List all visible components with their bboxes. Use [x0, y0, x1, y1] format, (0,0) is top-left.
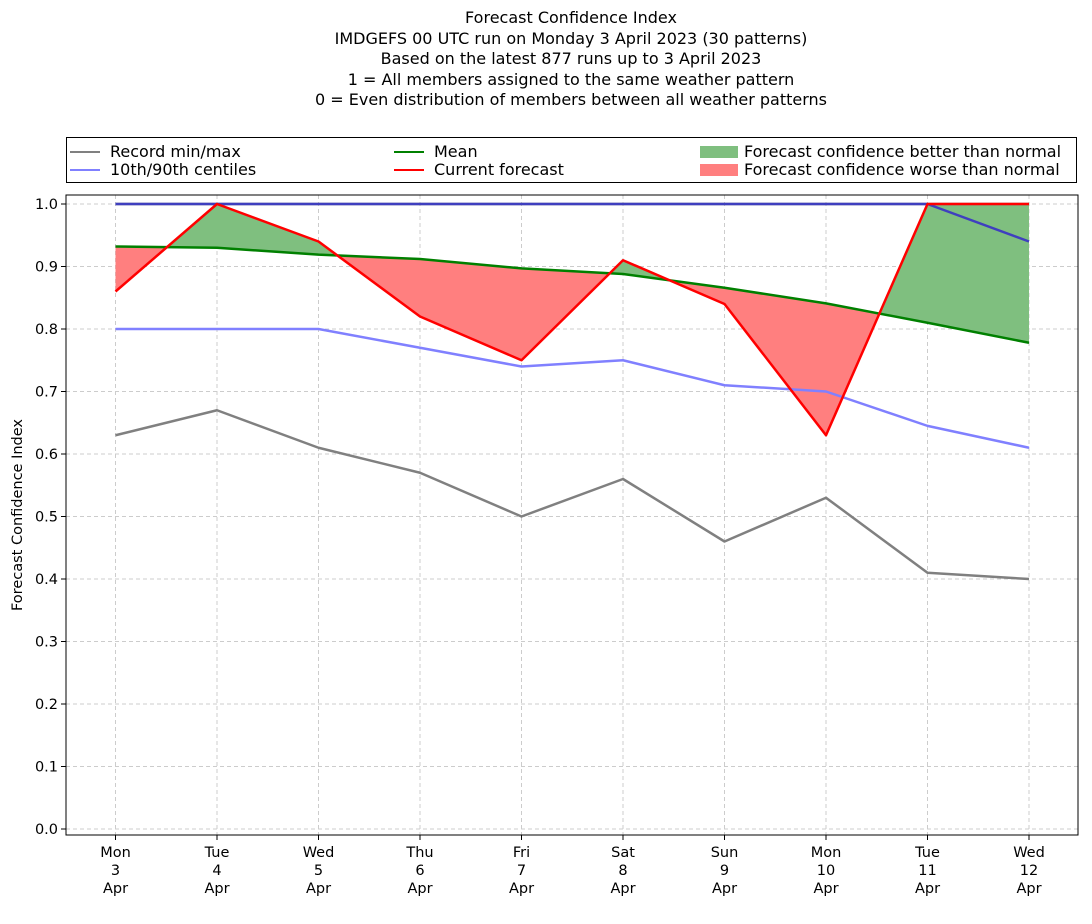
legend-item-worse: Forecast confidence worse than normal	[700, 161, 1060, 179]
y-tick-label: 0.8	[35, 322, 58, 338]
legend-swatch-record	[70, 151, 100, 153]
y-axis-label: Forecast Confidence Index	[10, 419, 26, 611]
y-tick-label: 0.4	[35, 572, 58, 588]
plot-frame	[65, 194, 1079, 836]
y-tick-label: 1.0	[35, 197, 58, 213]
legend: Record min/max 10th/90th centiles Mean C…	[66, 137, 1077, 183]
x-tick-label: Apr	[712, 881, 737, 897]
legend-item-current: Current forecast	[394, 161, 564, 179]
series-90th-centile	[115, 202, 1030, 243]
series-current-forecast	[114, 202, 1029, 437]
x-tick-label: Sun	[711, 845, 739, 861]
x-tick-label: 3	[111, 863, 120, 879]
x-tick-label: Apr	[1016, 881, 1041, 897]
fill-worse-than-normal	[724, 287, 826, 436]
x-tick-label: Apr	[103, 881, 128, 897]
x-tick-label: 9	[720, 863, 729, 879]
legend-item-record: Record min/max	[70, 143, 241, 161]
fill-worse-than-normal	[420, 259, 522, 361]
fill-better-than-normal	[927, 204, 1029, 343]
x-tick-label: Apr	[915, 881, 940, 897]
legend-swatch-centiles	[70, 169, 100, 171]
x-tick-label: Tue	[914, 845, 940, 861]
y-tick-label: 0.1	[35, 760, 58, 776]
x-tick-label: Tue	[204, 845, 230, 861]
y-tick-label: 0.7	[35, 385, 58, 401]
x-tick-label: 7	[517, 863, 526, 879]
series-record-min	[115, 409, 1030, 581]
title-line-4: 1 = All members assigned to the same wea…	[347, 69, 795, 89]
x-tick-label: 5	[314, 863, 323, 879]
x-tick-label: Fri	[513, 845, 530, 861]
series-10th-centile	[115, 327, 1030, 449]
legend-swatch-current	[394, 169, 424, 171]
x-tick-label: Apr	[813, 881, 838, 897]
y-axis: 0.0 0.1 0.2 0.3 0.4 0.5 0.6 0.7 0.8 0.9 1.0	[35, 197, 66, 838]
legend-item-centiles: 10th/90th centiles	[70, 161, 256, 179]
series-lines	[114, 202, 1030, 581]
y-tick-label: 0.3	[35, 635, 58, 651]
x-tick-label: Wed	[303, 845, 335, 861]
series-mean	[115, 245, 1030, 344]
x-tick-label: 12	[1020, 863, 1038, 879]
title-line-2: IMDGEFS 00 UTC run on Monday 3 April 202…	[334, 28, 808, 48]
title-line-3: Based on the latest 877 runs up to 3 Apr…	[380, 49, 762, 69]
y-tick-label: 0.0	[35, 822, 58, 838]
fill-better-than-normal	[217, 204, 319, 255]
x-tick-label: Apr	[204, 881, 229, 897]
confidence-fill-areas	[115, 204, 1029, 436]
x-tick-label: Apr	[610, 881, 635, 897]
x-tick-label: Mon	[811, 845, 842, 861]
chart-title: Forecast Confidence Index IMDGEFS 00 UTC…	[0, 8, 1092, 111]
legend-item-mean: Mean	[394, 143, 478, 161]
y-tick-label: 0.2	[35, 697, 58, 713]
x-tick-label: 6	[415, 863, 424, 879]
x-tick-label: Wed	[1013, 845, 1045, 861]
legend-label-record: Record min/max	[110, 142, 241, 161]
x-tick-label: Mon	[100, 845, 131, 861]
y-tick-label: 0.9	[35, 260, 58, 276]
legend-label-worse: Forecast confidence worse than normal	[744, 160, 1060, 179]
y-tick-label: 0.6	[35, 447, 58, 463]
legend-item-better: Forecast confidence better than normal	[700, 143, 1061, 161]
x-tick-label: 11	[918, 863, 936, 879]
legend-swatch-better	[700, 146, 738, 158]
legend-label-current: Current forecast	[434, 160, 564, 179]
x-tick-label: Apr	[306, 881, 331, 897]
x-tick-label: Thu	[405, 845, 433, 861]
legend-swatch-worse	[700, 164, 738, 176]
legend-label-better: Forecast confidence better than normal	[744, 142, 1062, 161]
title-line-1: Forecast Confidence Index	[465, 8, 677, 27]
y-tick-label: 0.5	[35, 510, 58, 526]
x-tick-label: 8	[618, 863, 627, 879]
legend-swatch-mean	[394, 151, 424, 153]
x-tick-label: Sat	[611, 845, 635, 861]
x-tick-label: Apr	[407, 881, 432, 897]
title-line-5: 0 = Even distribution of members between…	[314, 90, 828, 110]
x-tick-label: Apr	[509, 881, 534, 897]
x-axis: Mon 3 Apr Tue 4 Apr Wed 5 Apr Thu 6 Apr Fri 7 Apr Sat 8 A…	[100, 835, 1045, 897]
legend-label-centiles: 10th/90th centiles	[110, 160, 257, 179]
x-tick-label: 4	[212, 863, 221, 879]
legend-label-mean: Mean	[434, 142, 478, 161]
x-tick-label: 10	[817, 863, 835, 879]
